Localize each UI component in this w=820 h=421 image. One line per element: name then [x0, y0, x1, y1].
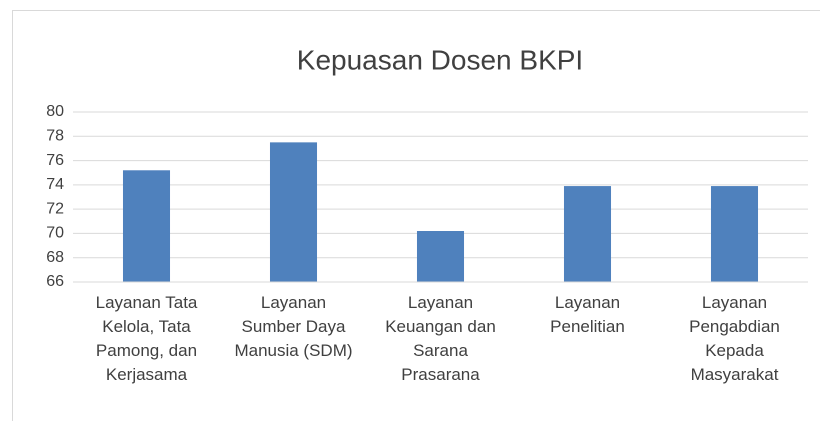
- label-line: Layanan: [702, 293, 767, 312]
- bar: [710, 186, 759, 282]
- y-tick-label: 78: [46, 128, 64, 145]
- bar: [122, 170, 171, 282]
- y-tick-label: 72: [46, 200, 64, 217]
- y-tick-label: 70: [46, 225, 64, 242]
- label-line: Manusia (SDM): [234, 341, 352, 360]
- bar: [416, 231, 465, 282]
- label-line: Penelitian: [550, 317, 625, 336]
- label-line: Layanan Tata: [96, 293, 198, 312]
- bar: [269, 142, 318, 282]
- x-tick-label: Layanan Sumber Daya Manusia (SDM): [234, 293, 352, 360]
- label-line: Layanan: [408, 293, 473, 312]
- label-line: Kelola, Tata: [102, 317, 191, 336]
- label-line: Keuangan dan: [385, 317, 496, 336]
- label-line: Prasarana: [401, 365, 480, 384]
- x-tick-label: Layanan Keuangan dan Sarana Prasarana: [385, 293, 496, 384]
- label-line: Sarana: [413, 341, 468, 360]
- x-tick-label: Layanan Tata Kelola, Tata Pamong, dan Kerja…: [96, 293, 198, 384]
- label-line: Pamong, dan: [96, 341, 197, 360]
- x-tick-label: Layanan Penelitian: [550, 293, 625, 336]
- bar: [563, 186, 612, 282]
- label-line: Kerjasama: [106, 365, 188, 384]
- y-tick-label: 76: [46, 152, 64, 169]
- y-tick-label: 80: [46, 103, 64, 120]
- label-line: Kepada: [705, 341, 764, 360]
- label-line: Sumber Daya: [242, 317, 346, 336]
- y-tick-label: 74: [46, 176, 64, 193]
- chart-title: Kepuasan Dosen BKPI: [297, 44, 583, 75]
- x-tick-label: Layanan Pengabdian Kepada Masyarakat: [689, 293, 780, 384]
- label-line: Layanan: [555, 293, 620, 312]
- label-line: Layanan: [261, 293, 326, 312]
- chart-frame: [12, 10, 820, 421]
- label-line: Masyarakat: [691, 365, 779, 384]
- y-tick-label: 66: [46, 273, 64, 290]
- y-tick-label: 68: [46, 249, 64, 266]
- label-line: Pengabdian: [689, 317, 780, 336]
